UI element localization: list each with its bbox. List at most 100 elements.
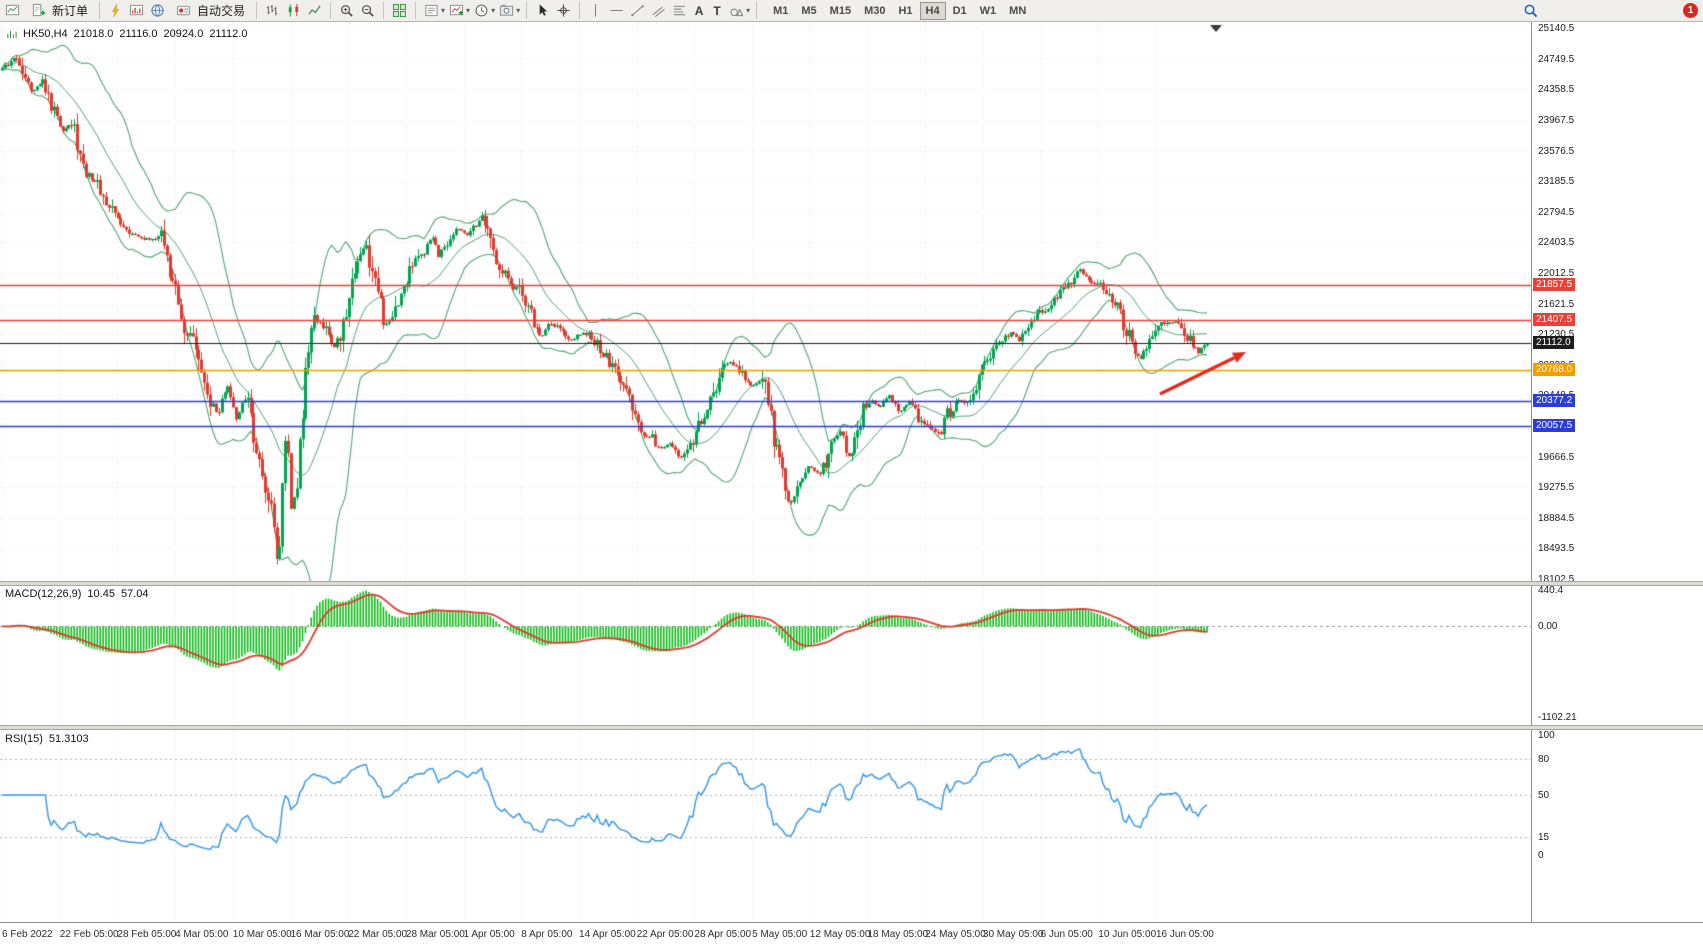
toolbar-separator <box>256 2 258 19</box>
text-tool-icon[interactable]: A <box>694 3 704 18</box>
rsi-axis-label: 100 <box>1538 730 1555 741</box>
time-axis-label: 6 Jun 05:00 <box>1040 929 1093 940</box>
lightning-icon[interactable] <box>106 1 125 20</box>
candlestick-chart-icon[interactable] <box>284 1 303 20</box>
bar-chart-icon[interactable] <box>263 1 282 20</box>
indicators-list-icon[interactable] <box>422 1 441 20</box>
chart-title: HK50,H4 21018.0 21116.0 20924.0 21112.0 <box>5 28 247 40</box>
chart-symbol-icon <box>5 28 17 40</box>
horizontal-line-tool-icon[interactable] <box>607 1 626 20</box>
globe-icon[interactable] <box>148 1 167 20</box>
trendline-tool-icon[interactable] <box>628 1 647 20</box>
price-level-tag: 21857.5 <box>1533 278 1576 292</box>
dropdown-caret-icon[interactable]: ▾ <box>746 6 751 15</box>
macd-axis-label: 0.00 <box>1538 621 1558 633</box>
price-axis-label: 19666.5 <box>1538 451 1575 463</box>
time-axis[interactable]: 6 Feb 2022 22 Feb 05:00 28 Feb 05:00 4 Mar … <box>0 922 1703 949</box>
price-axis-label: 19275.5 <box>1538 482 1575 494</box>
price-level-tag: 20768.0 <box>1533 363 1576 377</box>
price-level-tag: 21407.5 <box>1533 313 1576 327</box>
timeframe-h4-button[interactable]: H4 <box>919 1 946 20</box>
rsi-value: 51.3103 <box>48 733 89 745</box>
toolbar-separator <box>526 2 528 19</box>
price-axis-label: 23576.5 <box>1538 145 1575 157</box>
tile-windows-icon[interactable] <box>390 1 409 20</box>
fibonacci-tool-icon[interactable] <box>670 1 689 20</box>
rsi-label: RSI(15) 51.3103 <box>5 733 89 745</box>
price-axis-label: 18493.5 <box>1538 543 1575 555</box>
new-order-button[interactable]: 新订单 <box>24 1 93 21</box>
price-axis-label: 24358.5 <box>1538 84 1575 96</box>
label-tool-icon[interactable]: T <box>713 3 721 18</box>
rsi-axis-label: 0 <box>1538 850 1544 861</box>
timeframe-m1-button[interactable]: M1 <box>767 2 794 20</box>
macd-value-signal: 57.04 <box>120 588 149 600</box>
price-axis-label: 18102.5 <box>1538 573 1575 585</box>
timeframe-m5-button[interactable]: M5 <box>795 2 822 20</box>
price-axis-label: 23185.5 <box>1538 176 1575 188</box>
timeframe-m30-button[interactable]: M30 <box>858 2 891 20</box>
macd-panel-canvas[interactable] <box>0 586 1531 725</box>
timeframe-m15-button[interactable]: M15 <box>824 2 857 20</box>
time-axis-label: 10 Mar 05:00 <box>232 929 292 940</box>
toolbar-separator <box>330 2 332 19</box>
toolbar-separator <box>383 2 385 19</box>
price-level-tag: 20057.5 <box>1533 418 1576 432</box>
panel-divider[interactable] <box>0 725 1703 730</box>
new-order-icon <box>29 1 48 20</box>
time-axis-label: 22 Feb 05:00 <box>59 929 119 940</box>
price-axis-label: 24749.5 <box>1538 53 1575 65</box>
timeframe-mn-button[interactable]: MN <box>1003 2 1032 20</box>
market-chart-icon[interactable] <box>127 1 146 20</box>
toolbar-separator <box>579 2 581 19</box>
shapes-tool-icon[interactable] <box>727 1 746 20</box>
vertical-line-tool-icon[interactable] <box>586 1 605 20</box>
zoom-in-icon[interactable] <box>337 1 356 20</box>
line-chart-icon[interactable] <box>305 1 324 20</box>
time-axis-label: 12 May 05:00 <box>809 929 871 940</box>
new-chart-icon[interactable] <box>3 1 22 20</box>
time-axis-label: 14 Apr 05:00 <box>579 929 636 940</box>
dropdown-caret-icon[interactable]: ▾ <box>441 6 446 15</box>
toolbar-separator <box>756 2 758 19</box>
add-indicator-icon[interactable] <box>447 1 466 20</box>
auto-trading-icon <box>174 1 193 20</box>
main-chart-canvas[interactable] <box>0 22 1531 583</box>
price-axis-label: 18884.5 <box>1538 512 1575 524</box>
macd-label: MACD(12,26,9) 10.45 57.04 <box>5 588 148 600</box>
time-axis-label: 30 May 05:00 <box>982 929 1044 940</box>
cursor-icon[interactable] <box>533 1 552 20</box>
time-axis-label: 22 Apr 05:00 <box>636 929 694 940</box>
time-axis-label: 10 Jun 05:00 <box>1098 929 1157 940</box>
time-axis-label: 8 Apr 05:00 <box>521 929 573 940</box>
dropdown-caret-icon[interactable]: ▾ <box>516 6 521 15</box>
time-axis-label: 16 Jun 05:00 <box>1156 929 1214 940</box>
chart-workspace: HK50,H4 21018.0 21116.0 20924.0 21112.0 … <box>0 22 1703 949</box>
magnifier-icon[interactable] <box>1521 1 1540 20</box>
timeframe-d1-button[interactable]: D1 <box>947 2 973 20</box>
dropdown-caret-icon[interactable]: ▾ <box>466 6 471 15</box>
new-order-label: 新订单 <box>52 4 89 18</box>
rsi-panel-canvas[interactable] <box>0 730 1531 922</box>
dropdown-caret-icon[interactable]: ▾ <box>491 6 496 15</box>
notification-badge[interactable]: 1 <box>1683 3 1698 18</box>
crosshair-icon[interactable] <box>554 1 573 20</box>
price-axis-label: 23967.5 <box>1538 114 1575 126</box>
time-axis-label: 28 Apr 05:00 <box>694 929 752 940</box>
price-axis[interactable]: 25140.5 24749.5 24358.5 23967.5 23576.5 23185… <box>1531 22 1703 922</box>
symbol-timeframe-label: HK50,H4 <box>23 28 68 40</box>
template-snapshot-icon[interactable] <box>497 1 516 20</box>
channel-tool-icon[interactable] <box>649 1 668 20</box>
periods-clock-icon[interactable] <box>472 1 491 20</box>
auto-trading-button[interactable]: 自动交易 <box>169 1 250 21</box>
timeframe-h1-button[interactable]: H1 <box>892 2 918 20</box>
timeframe-w1-button[interactable]: W1 <box>974 2 1003 20</box>
panel-divider[interactable] <box>0 581 1703 586</box>
ohlc-high: 21116.0 <box>119 28 158 40</box>
price-axis-label: 22403.5 <box>1538 237 1575 249</box>
zoom-out-icon[interactable] <box>358 1 377 20</box>
ohlc-low: 20924.0 <box>163 28 204 40</box>
time-axis-label: 4 Mar 05:00 <box>175 929 229 940</box>
macd-value-main: 10.45 <box>87 588 115 600</box>
toolbar-separator <box>415 2 417 19</box>
